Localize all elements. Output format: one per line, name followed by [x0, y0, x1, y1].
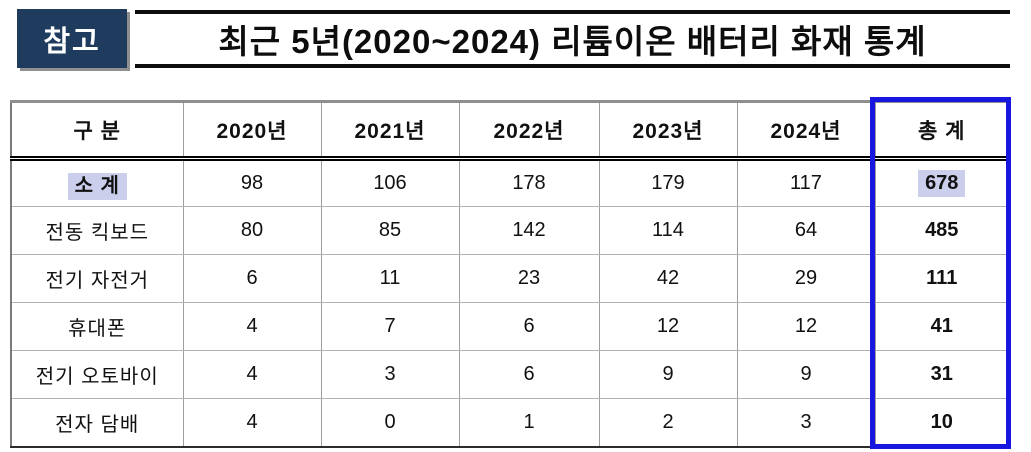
row-label-subtotal: 소 계 — [11, 158, 184, 207]
column-header-2022: 2022년 — [459, 101, 600, 161]
column-header-2021: 2021년 — [321, 101, 460, 161]
cell-ebike-2020: 6 — [183, 254, 322, 303]
cell-phone-2021: 7 — [321, 302, 460, 351]
cell-ecigarette-2022: 1 — [459, 398, 600, 447]
cell-phone-2024: 12 — [737, 302, 876, 351]
battery-fire-statistics-table: 구 분 2020년 2021년 2022년 2023년 2024년 총 계 소 … — [10, 100, 1010, 448]
cell-ecigarette-total: 10 — [930, 410, 953, 433]
cell-emotorcycle-total: 31 — [875, 350, 1009, 399]
cell-ebike-total: 111 — [875, 254, 1009, 303]
cell-ecigarette-2020: 4 — [183, 398, 322, 447]
table-row-kickboard: 전동 킥보드 80 85 142 114 64 485 — [11, 206, 1009, 255]
cell-subtotal-total: 678 — [875, 158, 1009, 207]
cell-phone-2020: 4 — [183, 302, 322, 351]
cell-kickboard-2021: 85 — [321, 206, 460, 255]
page-title: 최근 5년(2020~2024) 리튬이온 배터리 화재 통계 — [218, 23, 927, 60]
cell-ecigarette-2023: 2 — [599, 398, 738, 447]
cell-subtotal-2021: 106 — [321, 158, 460, 207]
cell-emotorcycle-2024: 9 — [737, 350, 876, 399]
row-label-emotorcycle: 전기 오토바이 — [11, 350, 184, 399]
column-header-2020: 2020년 — [183, 101, 322, 161]
cell-subtotal-2024: 117 — [737, 158, 876, 207]
cell-emotorcycle-2023: 9 — [599, 350, 738, 399]
row-label-phone: 휴대폰 — [11, 302, 184, 351]
table-row-emotorcycle: 전기 오토바이 4 3 6 9 9 31 — [11, 350, 1009, 399]
cell-phone-total: 41 — [875, 302, 1009, 351]
cell-subtotal-2023: 179 — [599, 158, 738, 207]
cell-ebike-2023: 42 — [599, 254, 738, 303]
cell-subtotal-2020: 98 — [183, 158, 322, 207]
cell-ebike-2021: 11 — [321, 254, 460, 303]
row-label-ebike: 전기 자전거 — [11, 254, 184, 303]
table-row-ecigarette: 전자 담배 4 0 1 2 3 10 — [11, 398, 1009, 447]
cell-kickboard-2020: 80 — [183, 206, 322, 255]
cell-kickboard-2022: 142 — [459, 206, 600, 255]
cell-emotorcycle-2021: 3 — [321, 350, 460, 399]
cell-kickboard-2024: 64 — [737, 206, 876, 255]
cell-ecigarette-2021: 0 — [321, 398, 460, 447]
cell-kickboard-2023: 114 — [599, 206, 738, 255]
table-row-ebike: 전기 자전거 6 11 23 42 29 111 — [11, 254, 1009, 303]
cell-emotorcycle-2022: 6 — [459, 350, 600, 399]
cell-phone-2023: 12 — [599, 302, 738, 351]
table-header-row: 구 분 2020년 2021년 2022년 2023년 2024년 총 계 — [11, 101, 1009, 161]
table-row-subtotal: 소 계 98 106 178 179 117 678 — [11, 158, 1009, 207]
row-label-ecigarette: 전자 담배 — [11, 398, 184, 447]
reference-badge-label: 참고 — [43, 25, 101, 58]
reference-badge: 참고 — [17, 9, 127, 68]
column-header-total: 총 계 — [875, 101, 1009, 161]
statistics-table-container: 구 분 2020년 2021년 2022년 2023년 2024년 총 계 소 … — [10, 100, 1010, 448]
row-label-kickboard: 전동 킥보드 — [11, 206, 184, 255]
cell-emotorcycle-2020: 4 — [183, 350, 322, 399]
column-header-2024: 2024년 — [737, 101, 876, 161]
column-header-2023: 2023년 — [599, 101, 738, 161]
cell-subtotal-2022: 178 — [459, 158, 600, 207]
cell-phone-2022: 6 — [459, 302, 600, 351]
column-header-category: 구 분 — [11, 101, 184, 161]
title-band: 최근 5년(2020~2024) 리튬이온 배터리 화재 통계 — [135, 10, 1010, 68]
table-row-phone: 휴대폰 4 7 6 12 12 41 — [11, 302, 1009, 351]
cell-ebike-2022: 23 — [459, 254, 600, 303]
cell-kickboard-total: 485 — [875, 206, 1009, 255]
cell-ecigarette-2024: 3 — [737, 398, 876, 447]
cell-ebike-2024: 29 — [737, 254, 876, 303]
